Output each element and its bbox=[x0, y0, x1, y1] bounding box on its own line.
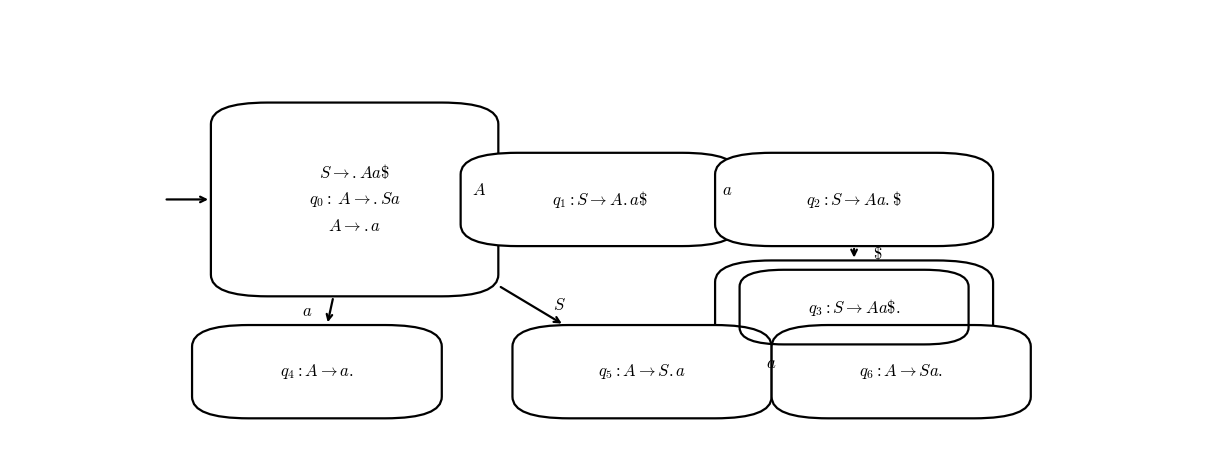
Text: $q_1: S \to A{.}a\$$: $q_1: S \to A{.}a\$$ bbox=[552, 189, 647, 210]
Text: $q_3: S \to Aa\${.}$: $q_3: S \to Aa\${.}$ bbox=[807, 296, 900, 318]
Text: $a$: $a$ bbox=[766, 354, 777, 372]
Text: $S$: $S$ bbox=[553, 296, 565, 314]
FancyBboxPatch shape bbox=[715, 153, 993, 246]
Text: $q_6: A \to Sa{.}$: $q_6: A \to Sa{.}$ bbox=[860, 362, 944, 381]
Text: $q_4: A \to a{.}$: $q_4: A \to a{.}$ bbox=[280, 362, 354, 381]
Text: $S \to .Aa\$$: $S \to .Aa\$$ bbox=[319, 163, 390, 182]
FancyBboxPatch shape bbox=[210, 103, 499, 296]
Text: $a$: $a$ bbox=[302, 302, 311, 320]
FancyBboxPatch shape bbox=[192, 325, 441, 418]
Text: $\$$: $\$$ bbox=[873, 244, 883, 263]
Text: $q_5: A \to S{.}a$: $q_5: A \to S{.}a$ bbox=[598, 362, 686, 381]
Text: $A \to .a$: $A \to .a$ bbox=[328, 217, 381, 235]
FancyBboxPatch shape bbox=[512, 325, 772, 418]
FancyBboxPatch shape bbox=[715, 260, 993, 354]
FancyBboxPatch shape bbox=[772, 325, 1031, 418]
FancyBboxPatch shape bbox=[461, 153, 738, 246]
Text: $a$: $a$ bbox=[721, 181, 732, 199]
Text: $q_0:\; A \to .Sa$: $q_0:\; A \to .Sa$ bbox=[309, 190, 400, 209]
Text: $q_2: S \to Aa{.}\$$: $q_2: S \to Aa{.}\$$ bbox=[806, 189, 902, 210]
Text: $A$: $A$ bbox=[473, 181, 486, 199]
